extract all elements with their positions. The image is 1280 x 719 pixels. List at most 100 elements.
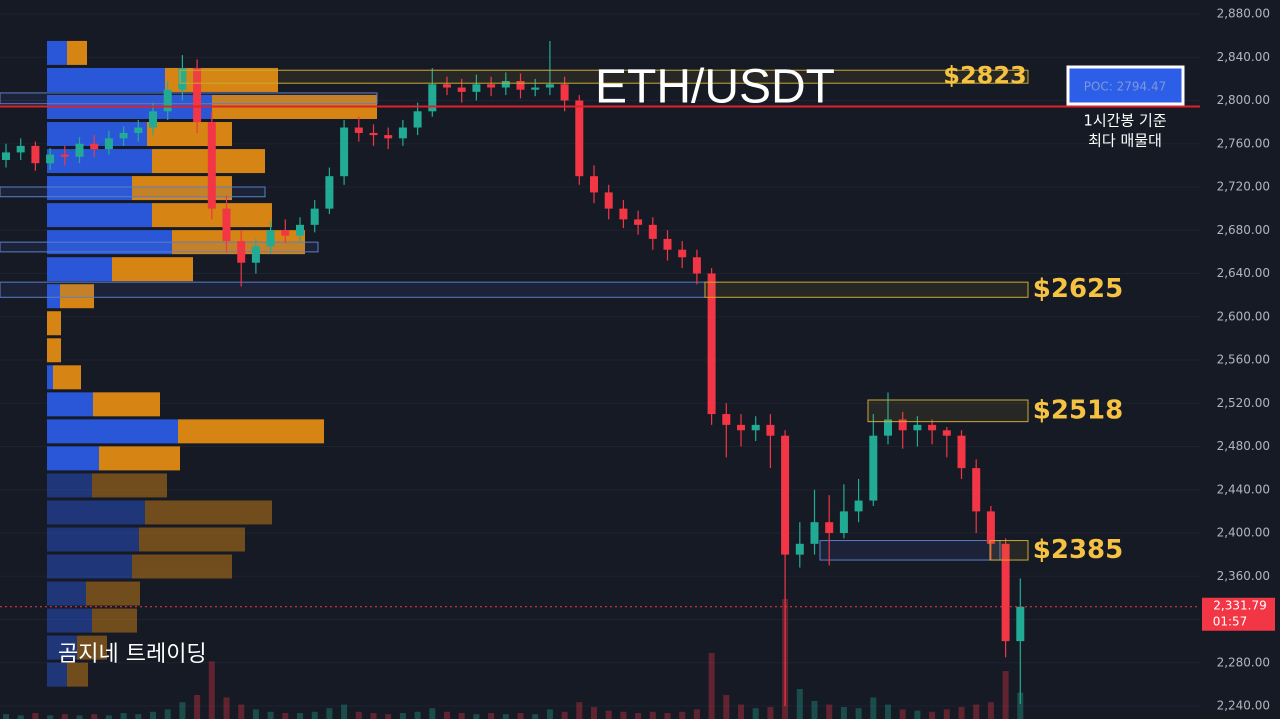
candle-body (619, 208, 628, 220)
candle-body (810, 522, 819, 544)
volume-bar (179, 702, 186, 719)
candle-body (163, 89, 172, 112)
volume-bar (546, 709, 553, 719)
volume-bar (267, 711, 274, 719)
y-tick-label: 2,560.00 (1217, 353, 1270, 367)
candle-body (972, 468, 981, 512)
candle-body (413, 111, 422, 128)
last-price-box (1202, 597, 1275, 631)
profile-buy-bar (47, 257, 112, 282)
volume-bar (708, 653, 715, 719)
y-tick-label: 2,520.00 (1217, 396, 1270, 410)
candle-body (398, 127, 407, 139)
countdown: 01:57 (1213, 614, 1248, 628)
volume-bar (414, 711, 421, 719)
y-tick-label: 2,760.00 (1217, 136, 1270, 150)
y-tick-label: 2,600.00 (1217, 309, 1270, 323)
candle-body (590, 176, 598, 193)
volume-bar (870, 697, 877, 719)
volume-bar (297, 713, 303, 719)
volume-bar (649, 711, 656, 719)
candle-body (1016, 606, 1025, 642)
profile-buy-bar (47, 608, 92, 633)
profile-sell-bar (93, 392, 160, 417)
volume-bar (620, 711, 627, 719)
profile-sell-bar (67, 662, 88, 687)
volume-bar (561, 711, 568, 719)
y-tick-label: 2,680.00 (1217, 223, 1270, 237)
candle-body (560, 84, 569, 101)
profile-sell-bar (147, 122, 232, 147)
candle-body (692, 257, 701, 274)
volume-bar (105, 715, 112, 719)
volume-bar (664, 713, 671, 719)
volume-bar (252, 709, 259, 719)
last-price-label: 2,331.79 (1213, 598, 1266, 612)
candle-body (354, 127, 363, 133)
zone-label: $2385 (1033, 535, 1123, 565)
volume-bar (282, 713, 289, 719)
candle-body (957, 435, 966, 469)
price-zone (179, 69, 1029, 84)
profile-sell-bar (92, 608, 137, 633)
volume-bar (826, 704, 833, 719)
candle-body (737, 424, 745, 431)
candle-body (795, 543, 804, 555)
volume-bar (61, 714, 68, 719)
candle-body (648, 224, 657, 239)
candle-body (134, 127, 143, 133)
candle-body (104, 138, 113, 150)
volume-bar (929, 711, 936, 719)
candle-body (251, 246, 260, 263)
volume-bar (738, 704, 744, 719)
candle-body (178, 68, 187, 90)
volume-bar (32, 713, 39, 719)
volume-bar (326, 708, 333, 719)
y-tick-label: 2,360.00 (1217, 569, 1270, 583)
candle-body (634, 219, 643, 225)
candle-body (913, 424, 922, 431)
y-tick-label: 2,880.00 (1217, 7, 1270, 21)
price-zone (989, 540, 1029, 561)
profile-sell-bar (92, 473, 167, 498)
candle-body (722, 414, 731, 425)
volume-bar (958, 707, 965, 719)
support-zone (0, 92, 378, 105)
candle-body (457, 87, 466, 92)
volume-bar (723, 695, 730, 719)
support-zone (0, 186, 266, 198)
candle-body (678, 249, 687, 258)
y-tick-label: 2,280.00 (1217, 655, 1270, 669)
volume-bar (840, 707, 847, 719)
y-tick-label: 2,480.00 (1217, 439, 1270, 453)
poc-note: 최다 매물대 (1088, 132, 1162, 150)
volume-bar (17, 715, 24, 719)
profile-sell-bar (145, 500, 272, 525)
profile-buy-bar (47, 149, 152, 174)
profile-buy-bar (47, 203, 152, 228)
chart-title: ETH/USDT (595, 61, 835, 114)
volume-bar (135, 714, 142, 719)
volume-bar (120, 713, 127, 719)
candle-body (839, 511, 848, 533)
candle-body (90, 143, 99, 150)
candle-body (751, 424, 760, 431)
profile-sell-bar (132, 554, 232, 579)
volume-bar (914, 710, 921, 719)
volume-bar (91, 714, 98, 719)
candle-body (281, 230, 290, 236)
profile-sell-bar (47, 311, 61, 336)
candle-body (296, 224, 304, 236)
y-tick-label: 2,840.00 (1217, 50, 1270, 64)
profile-sell-bar (77, 635, 107, 660)
support-zone (819, 540, 1001, 561)
candle-body (531, 87, 540, 90)
candle-body (46, 154, 55, 164)
candle-body (854, 500, 863, 512)
candle-body (942, 430, 951, 436)
profile-buy-bar (47, 554, 132, 579)
volume-bar (679, 711, 686, 719)
profile-sell-bar (99, 446, 180, 471)
